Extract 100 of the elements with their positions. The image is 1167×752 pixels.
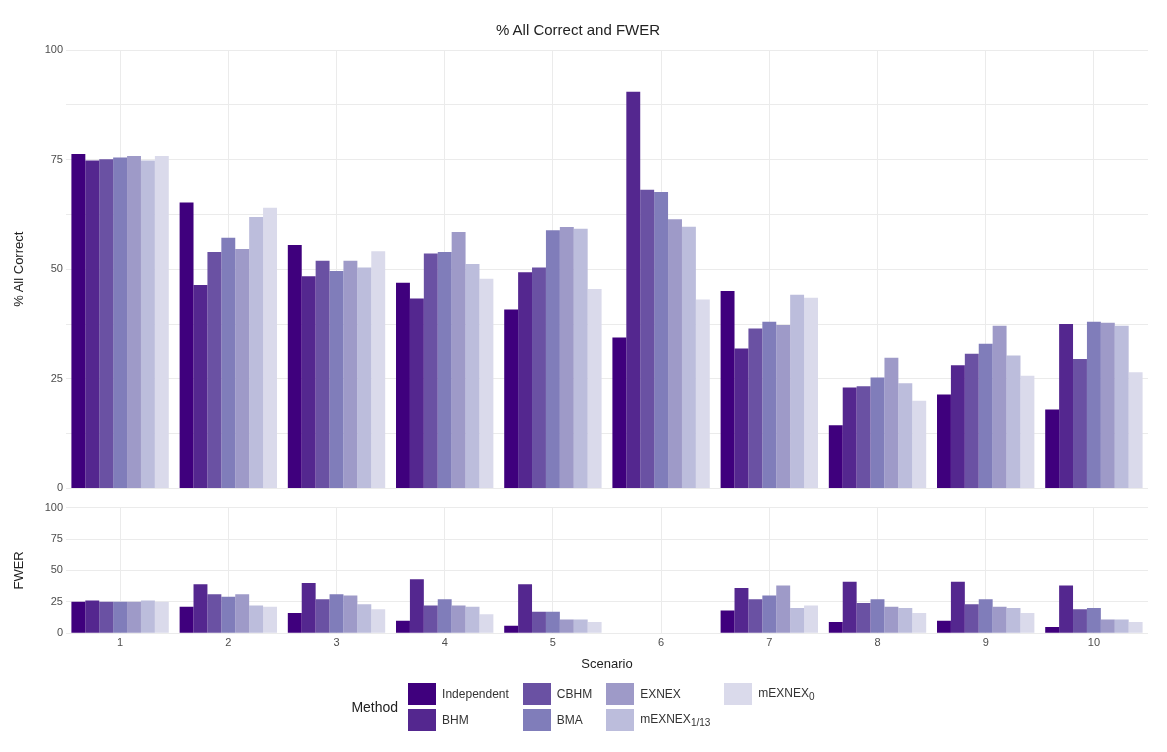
bar: [263, 207, 277, 488]
y-tick-label: 25: [50, 594, 63, 607]
bar: [978, 343, 993, 488]
x-tick-label: 6: [658, 635, 665, 648]
y-tick-label: 0: [56, 626, 63, 639]
legend-label: EXNEX: [640, 687, 681, 701]
bar: [357, 267, 372, 488]
bar: [479, 278, 494, 488]
bar: [1059, 585, 1074, 633]
bar: [207, 252, 222, 488]
y-tick-label: 25: [50, 371, 63, 384]
bar: [113, 157, 128, 488]
bar: [127, 601, 141, 633]
bar: [842, 387, 857, 488]
bar: [437, 252, 452, 488]
bar: [532, 267, 546, 488]
bar: [828, 621, 843, 633]
legend-label: mEXNEX$_{1/13}$: [640, 711, 711, 729]
bar: [559, 227, 574, 488]
bar: [99, 159, 114, 488]
bar: [748, 599, 763, 633]
bar: [532, 611, 546, 633]
bar: [1020, 613, 1035, 633]
y-tick-label: 50: [50, 262, 63, 275]
bar: [681, 226, 696, 488]
bar: [504, 309, 519, 488]
y-tick-label: 50: [50, 563, 63, 576]
bar: [1045, 409, 1060, 488]
bar: [451, 231, 466, 488]
bar: [329, 270, 344, 488]
bar: [573, 228, 588, 488]
bar: [856, 603, 871, 633]
x-tick-label: 7: [766, 635, 773, 648]
bar: [640, 189, 655, 488]
bar: [992, 606, 1007, 633]
bar: [371, 251, 386, 488]
bar: [695, 299, 710, 488]
legend-label: Independent: [442, 687, 509, 701]
bar: [950, 581, 965, 633]
bar: [193, 584, 208, 633]
bar: [140, 160, 155, 488]
bar: [790, 608, 805, 633]
bar: [898, 383, 913, 488]
legend-label: BHM: [442, 713, 469, 727]
bar: [545, 611, 560, 633]
x-tick-label: 10: [1087, 635, 1101, 648]
bar: [357, 604, 372, 633]
bar: [343, 595, 358, 633]
bar: [720, 610, 735, 633]
bar: [912, 400, 927, 488]
bar: [937, 620, 951, 633]
bar: [409, 298, 424, 488]
bar: [423, 605, 438, 633]
bar: [479, 614, 494, 633]
bar: [964, 353, 979, 488]
bar: [964, 604, 979, 633]
bar: [71, 153, 86, 488]
bar: [301, 276, 316, 488]
bar: [1114, 619, 1129, 633]
bar: [235, 249, 250, 488]
bar: [154, 156, 169, 488]
bar: [950, 365, 965, 488]
bar: [315, 599, 330, 633]
x-axis-title: Scenario: [581, 655, 633, 671]
bar: [734, 587, 749, 633]
bar: [870, 377, 885, 488]
bar: [127, 156, 141, 488]
bar: [465, 263, 480, 488]
legend-label: BMA: [556, 713, 583, 727]
bar: [978, 599, 993, 633]
legend-label: CBHM: [556, 687, 593, 701]
bar: [573, 619, 588, 633]
bar: [1006, 608, 1021, 633]
bar: [748, 328, 763, 488]
bar: [287, 245, 302, 488]
bar: [1128, 372, 1143, 488]
bar: [329, 594, 344, 633]
chart-title: % All Correct and FWER: [495, 21, 661, 39]
bar: [249, 217, 264, 488]
bar: [870, 599, 885, 633]
bar: [343, 260, 358, 488]
x-tick-label: 8: [874, 635, 881, 648]
bar: [1073, 609, 1087, 633]
bar: [113, 601, 128, 633]
bar: [1086, 608, 1101, 633]
bar: [504, 625, 519, 633]
bar: [221, 237, 236, 488]
bar: [193, 284, 208, 488]
bar: [396, 620, 410, 633]
bar: [559, 619, 574, 633]
bar: [71, 601, 86, 633]
bar: [626, 91, 641, 488]
bar: [1086, 321, 1101, 488]
bar: [1020, 375, 1035, 488]
bar: [992, 325, 1007, 488]
bar: [287, 613, 302, 633]
bar: [179, 606, 194, 633]
bar: [804, 605, 818, 633]
bar: [423, 253, 438, 488]
bar: [518, 272, 533, 488]
